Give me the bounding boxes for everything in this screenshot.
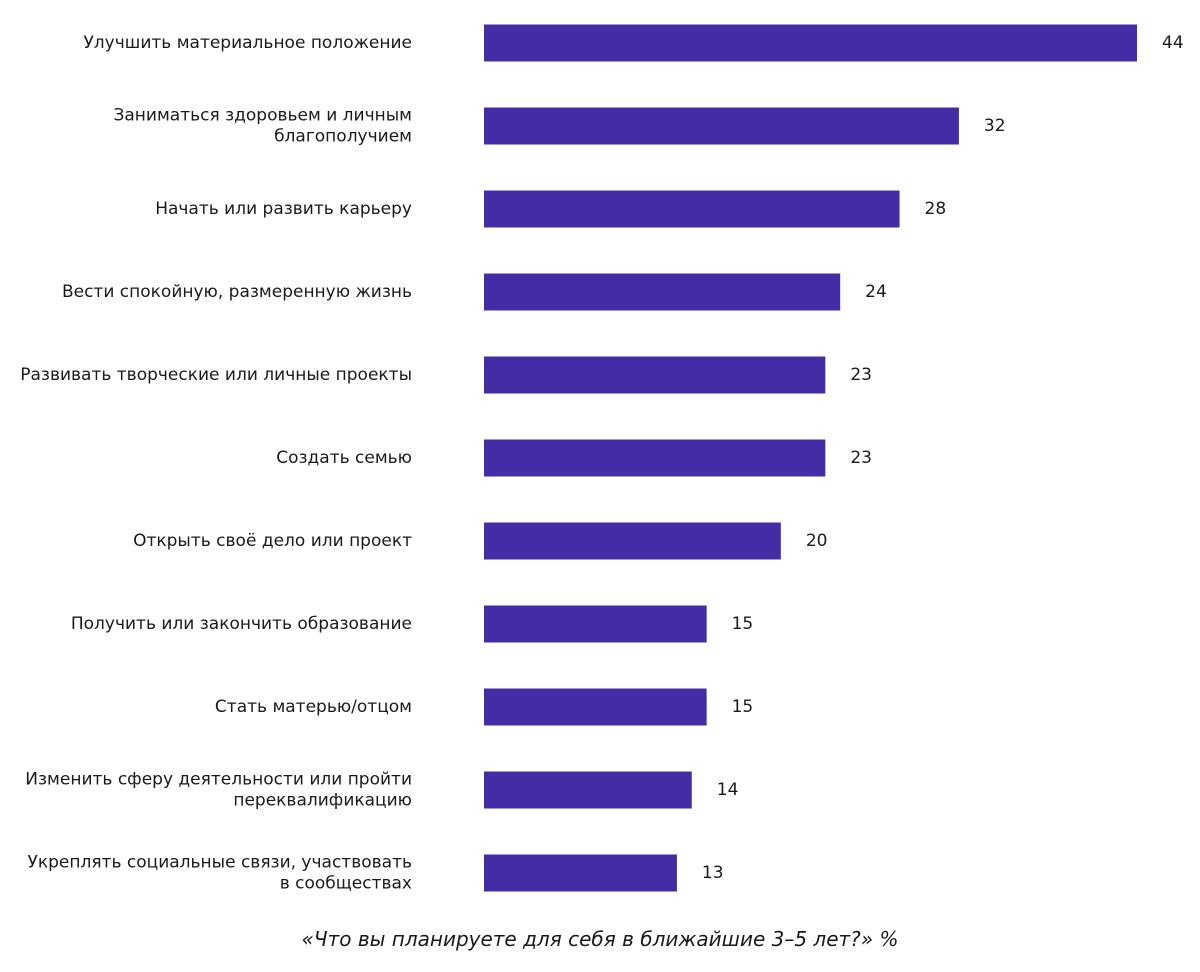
category-label-5: Развивать творческие или личные проекты	[20, 365, 412, 385]
bar-5	[484, 356, 826, 394]
category-label-7: Открыть своё дело или проект	[133, 531, 412, 551]
bar-3	[484, 190, 900, 228]
value-label-4: 24	[865, 282, 887, 302]
bar-1	[484, 24, 1137, 62]
bar-6	[484, 439, 826, 477]
value-label-10: 14	[717, 780, 739, 800]
bar-11	[484, 854, 677, 892]
bar-7	[484, 522, 781, 560]
value-label-11: 13	[702, 863, 724, 883]
category-label-2: Заниматься здоровьем и личным благополучи…	[113, 106, 412, 147]
bar-chart: 44 Улучшить материальное положение 32 Заним…	[20, 24, 1184, 894]
value-label-9: 15	[732, 697, 754, 717]
value-label-1: 44	[1162, 33, 1184, 53]
bar-2	[484, 107, 959, 145]
category-label-4: Вести спокойную, размеренную жизнь	[62, 282, 412, 302]
value-label-8: 15	[732, 614, 754, 634]
chart-title: «Что вы планируете для себя в ближайшие …	[301, 927, 899, 951]
category-label-1: Улучшить материальное положение	[83, 33, 412, 53]
value-label-3: 28	[925, 199, 947, 219]
category-label-10: Изменить сферу деятельности или пройти пе…	[25, 770, 412, 811]
category-label-6: Создать семью	[276, 448, 412, 468]
category-label-8: Получить или закончить образование	[71, 614, 412, 634]
bar-10	[484, 771, 692, 809]
bar-4	[484, 273, 841, 311]
value-label-2: 32	[984, 116, 1006, 136]
category-label-3: Начать или развить карьеру	[155, 199, 412, 219]
category-label-9: Стать матерью/отцом	[215, 697, 412, 717]
value-label-6: 23	[850, 448, 872, 468]
bar-8	[484, 605, 707, 643]
category-label-11: Укреплять социальные связи, участвовать в…	[27, 853, 412, 894]
bar-9	[484, 688, 707, 726]
value-label-5: 23	[850, 365, 872, 385]
value-label-7: 20	[806, 531, 828, 551]
